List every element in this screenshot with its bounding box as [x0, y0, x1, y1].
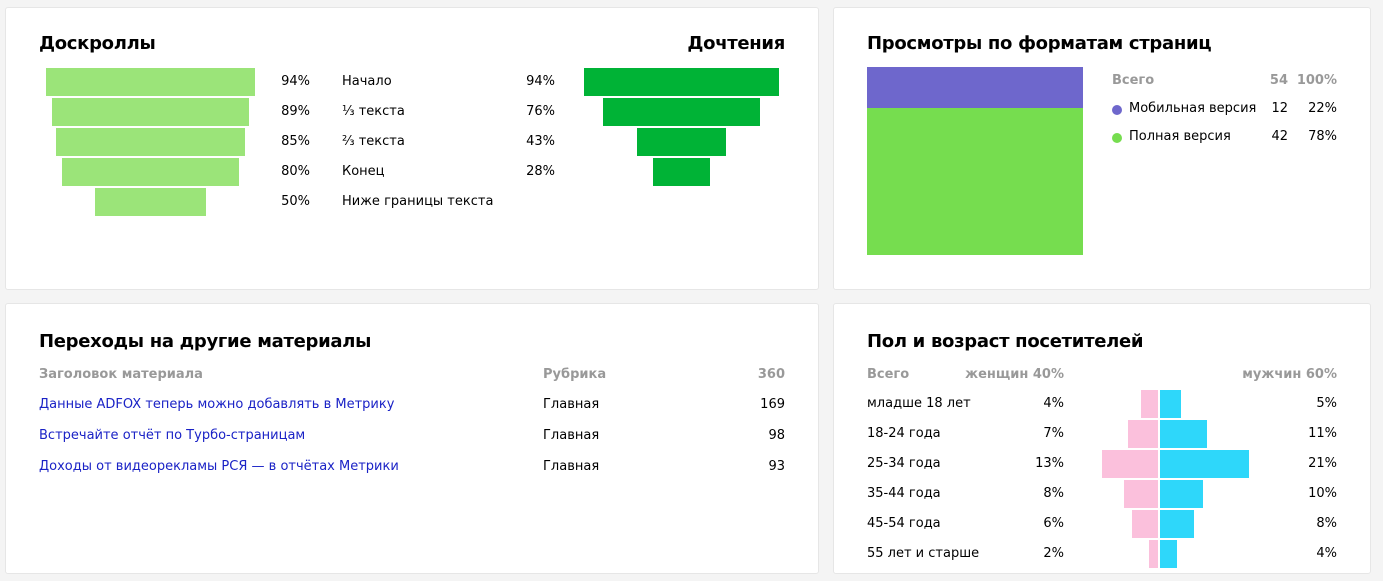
male-bar — [1160, 480, 1203, 508]
female-bar — [1127, 420, 1158, 448]
demographics-title: Пол и возраст посетителей — [867, 331, 1144, 352]
scroll-percent: 89% — [281, 104, 310, 119]
article-count: 169 — [760, 397, 785, 412]
format-segment — [867, 67, 1083, 109]
article-count: 93 — [768, 459, 785, 474]
female-bar — [1123, 480, 1158, 508]
male-percent: 21% — [1308, 456, 1337, 471]
funnel-stage-label: Конец — [342, 164, 385, 179]
formats-total-pct: 100% — [1296, 73, 1337, 88]
male-bar — [1160, 510, 1194, 538]
scroll-percent: 85% — [281, 134, 310, 149]
read-bar — [584, 68, 779, 96]
female-percent: 8% — [1043, 486, 1064, 501]
scroll-percent: 80% — [281, 164, 310, 179]
male-percent: 5% — [1316, 396, 1337, 411]
male-header: мужчин 60% — [1242, 367, 1337, 382]
funnel-stage-label: ⅔ текста — [342, 134, 405, 149]
male-percent: 10% — [1308, 486, 1337, 501]
female-percent: 13% — [1035, 456, 1064, 471]
funnel-stage-label: Начало — [342, 74, 392, 89]
article-link[interactable]: Данные ADFOX теперь можно добавлять в Ме… — [39, 397, 395, 412]
funnel-stage-label: ⅓ текста — [342, 104, 405, 119]
column-total-header[interactable]: 360 — [757, 367, 785, 382]
male-bar — [1160, 540, 1177, 568]
male-bar — [1160, 450, 1250, 478]
male-percent: 4% — [1316, 546, 1337, 561]
article-count: 98 — [768, 428, 785, 443]
scroll-bar — [61, 158, 240, 186]
female-header: женщин 40% — [965, 367, 1064, 382]
scroll-percent: 94% — [281, 74, 310, 89]
legend-dot-icon — [1112, 105, 1122, 115]
format-label: Полная версия — [1129, 129, 1231, 144]
scroll-bar — [95, 188, 206, 216]
demo-total-label: Всего — [867, 367, 910, 382]
transitions-title: Переходы на другие материалы — [39, 331, 372, 352]
male-percent: 8% — [1316, 516, 1337, 531]
female-percent: 2% — [1043, 546, 1064, 561]
article-rubric: Главная — [543, 428, 600, 443]
age-group-label: 45-54 года — [867, 516, 941, 531]
read-bar — [636, 128, 726, 156]
female-percent: 4% — [1043, 396, 1064, 411]
read-percent: 94% — [526, 74, 555, 89]
format-segment — [867, 108, 1083, 255]
format-pct: 22% — [1308, 101, 1337, 116]
column-rubric-header[interactable]: Рубрика — [543, 367, 607, 382]
read-bar — [602, 98, 761, 126]
read-title: Дочтения — [687, 33, 785, 54]
read-percent: 28% — [526, 164, 555, 179]
format-pct: 78% — [1308, 129, 1337, 144]
formats-total-count: 54 — [1269, 73, 1288, 88]
age-group-label: 18-24 года — [867, 426, 941, 441]
formats-title: Просмотры по форматам страниц — [867, 33, 1212, 54]
age-group-label: 55 лет и старше — [867, 546, 980, 561]
read-percent: 76% — [526, 104, 555, 119]
funnel-stage-label: Ниже границы текста — [342, 194, 494, 209]
article-link[interactable]: Доходы от видеорекламы РСЯ — в отчётах М… — [39, 459, 399, 474]
scroll-title: Доскроллы — [39, 33, 156, 54]
format-label: Мобильная версия — [1129, 101, 1257, 116]
female-bar — [1149, 540, 1158, 568]
read-bar — [652, 158, 711, 186]
formats-total-label: Всего — [1112, 73, 1155, 88]
article-rubric: Главная — [543, 397, 600, 412]
age-group-label: младше 18 лет — [867, 396, 971, 411]
demographics-card — [833, 303, 1371, 574]
format-count: 12 — [1271, 101, 1288, 116]
scroll-bar — [56, 128, 245, 156]
age-group-label: 25-34 года — [867, 456, 941, 471]
article-link[interactable]: Встречайте отчёт по Турбо-страницам — [39, 428, 306, 443]
column-title-header[interactable]: Заголовок материала — [39, 367, 203, 382]
scroll-bar — [51, 98, 250, 126]
female-bar — [1140, 390, 1158, 418]
legend-dot-icon — [1112, 133, 1122, 143]
female-bar — [1102, 450, 1158, 478]
female-bar — [1132, 510, 1158, 538]
female-percent: 6% — [1043, 516, 1064, 531]
male-percent: 11% — [1308, 426, 1337, 441]
scroll-bar — [46, 68, 255, 96]
format-count: 42 — [1271, 129, 1288, 144]
read-percent: 43% — [526, 134, 555, 149]
article-rubric: Главная — [543, 459, 600, 474]
female-percent: 7% — [1043, 426, 1064, 441]
male-bar — [1160, 420, 1207, 448]
transitions-card — [5, 303, 819, 574]
male-bar — [1160, 390, 1182, 418]
age-group-label: 35-44 года — [867, 486, 941, 501]
scroll-percent: 50% — [281, 194, 310, 209]
